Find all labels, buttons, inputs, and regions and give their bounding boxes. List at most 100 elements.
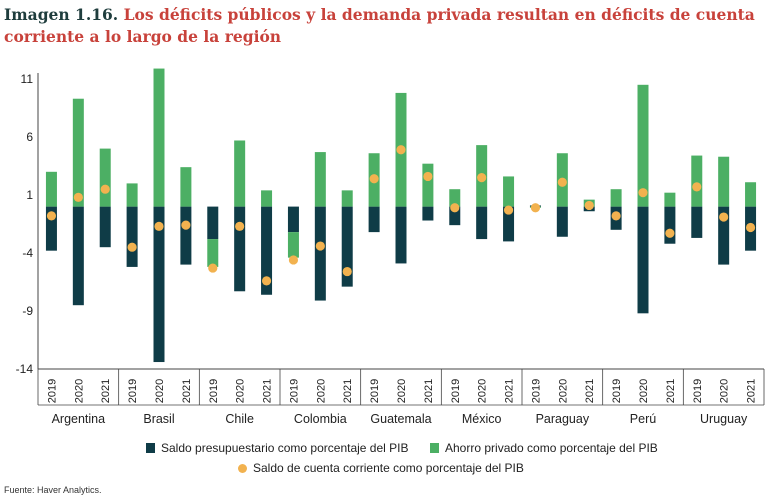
bar-private-saving <box>422 163 434 207</box>
bar-private-saving <box>45 171 57 207</box>
y-tick-label: -9 <box>22 304 33 318</box>
bar-budget-balance <box>637 206 649 314</box>
bar-private-saving <box>261 190 273 207</box>
x-tick-year: 2021 <box>262 379 274 403</box>
point-current-account <box>530 203 541 213</box>
point-current-account <box>638 188 648 198</box>
point-current-account <box>46 211 57 221</box>
bar-budget-balance <box>314 206 326 301</box>
bar-budget-balance <box>126 206 138 267</box>
x-tick-year: 2019 <box>530 379 542 403</box>
point-current-account <box>665 228 675 238</box>
bar-budget-balance <box>180 206 192 265</box>
bar-private-saving <box>126 183 138 207</box>
y-tick-label: -4 <box>22 246 33 260</box>
bar-private-saving <box>314 152 326 207</box>
x-tick-year: 2019 <box>611 379 623 403</box>
x-tick-year: 2019 <box>46 379 58 403</box>
x-tick-year: 2021 <box>181 379 193 403</box>
x-tick-year: 2019 <box>208 379 220 403</box>
x-tick-year: 2020 <box>154 379 166 403</box>
x-tick-year: 2021 <box>746 379 758 403</box>
point-current-account <box>450 203 460 213</box>
x-tick-year: 2020 <box>396 379 408 403</box>
bar-budget-balance <box>718 206 730 265</box>
x-tick-year: 2021 <box>342 379 354 403</box>
x-tick-year: 2020 <box>557 379 569 403</box>
y-tick-label: 1 <box>26 188 33 202</box>
point-current-account <box>235 221 245 231</box>
x-tick-year: 2020 <box>315 379 327 403</box>
bar-private-saving <box>637 84 649 207</box>
bar-budget-balance <box>476 206 488 240</box>
point-current-account <box>342 266 352 277</box>
x-tick-year: 2020 <box>235 379 247 403</box>
bar-private-saving <box>449 189 461 207</box>
x-group-label: Guatemala <box>370 412 431 426</box>
bar-private-saving <box>287 232 299 258</box>
x-group-label: Uruguay <box>700 412 748 426</box>
point-current-account <box>127 242 137 252</box>
x-tick-year: 2019 <box>127 379 139 403</box>
x-group-label: Brasil <box>143 412 174 426</box>
x-group-label: Perú <box>630 412 656 426</box>
bar-budget-balance <box>287 206 299 233</box>
bar-private-saving <box>180 167 192 207</box>
bar-private-saving <box>207 239 219 267</box>
point-current-account <box>181 220 191 230</box>
x-tick-year: 2019 <box>288 379 300 403</box>
bar-private-saving <box>718 156 730 207</box>
x-tick-year: 2019 <box>450 379 462 403</box>
point-current-account <box>503 205 514 215</box>
y-tick-label: 11 <box>21 72 34 86</box>
x-group-label: Chile <box>225 412 254 426</box>
bar-budget-balance <box>99 206 111 248</box>
x-tick-year: 2019 <box>369 379 381 403</box>
x-tick-year: 2021 <box>584 379 596 403</box>
bar-budget-balance <box>207 206 219 240</box>
bar-budget-balance <box>664 206 676 244</box>
point-current-account <box>396 145 406 155</box>
x-tick-year: 2021 <box>665 379 677 403</box>
point-current-account <box>208 263 218 273</box>
bar-private-saving <box>99 148 111 207</box>
legend-label-budget: Saldo presupuestario como porcentaje del… <box>161 441 409 455</box>
bar-budget-balance <box>503 206 515 242</box>
bar-private-saving <box>341 190 353 207</box>
source-note: Fuente: Haver Analytics. <box>4 485 102 495</box>
bar-budget-balance <box>234 206 246 292</box>
x-tick-year: 2020 <box>73 379 85 403</box>
x-group-label: Argentina <box>52 412 106 426</box>
x-group-label: Colombia <box>294 412 347 426</box>
bar-private-saving <box>745 182 757 207</box>
bar-private-saving <box>153 68 165 207</box>
y-tick-label: -14 <box>16 362 34 376</box>
x-tick-year: 2019 <box>692 379 704 403</box>
point-current-account <box>154 221 164 231</box>
bar-budget-balance <box>261 206 273 295</box>
point-current-account <box>584 200 594 211</box>
x-tick-year: 2020 <box>638 379 650 403</box>
bar-budget-balance <box>45 206 57 251</box>
bar-budget-balance <box>449 206 461 226</box>
bar-private-saving <box>610 189 622 207</box>
bar-budget-balance <box>556 206 568 237</box>
point-current-account <box>100 184 110 194</box>
legend-item-budget: Saldo presupuestario como porcentaje del… <box>146 441 408 455</box>
bar-private-saving <box>691 155 703 207</box>
point-current-account <box>477 173 487 183</box>
legend-dot-current <box>238 463 247 473</box>
point-current-account <box>745 222 756 233</box>
bar-budget-balance <box>341 206 353 287</box>
point-current-account <box>288 255 299 265</box>
bar-budget-balance <box>395 206 407 264</box>
chart-svg: 11 6 1 -4 -9 -14 2019 2020 2021 2019 2020 2021 2019 2… <box>16 68 765 426</box>
legend-swatch-private <box>430 443 439 453</box>
point-current-account <box>423 171 433 182</box>
point-current-account <box>369 174 379 184</box>
bar-budget-balance <box>72 206 84 306</box>
bar-private-saving <box>72 98 84 207</box>
point-current-account <box>73 192 83 202</box>
x-tick-year: 2020 <box>719 379 731 403</box>
point-current-account <box>261 276 272 286</box>
